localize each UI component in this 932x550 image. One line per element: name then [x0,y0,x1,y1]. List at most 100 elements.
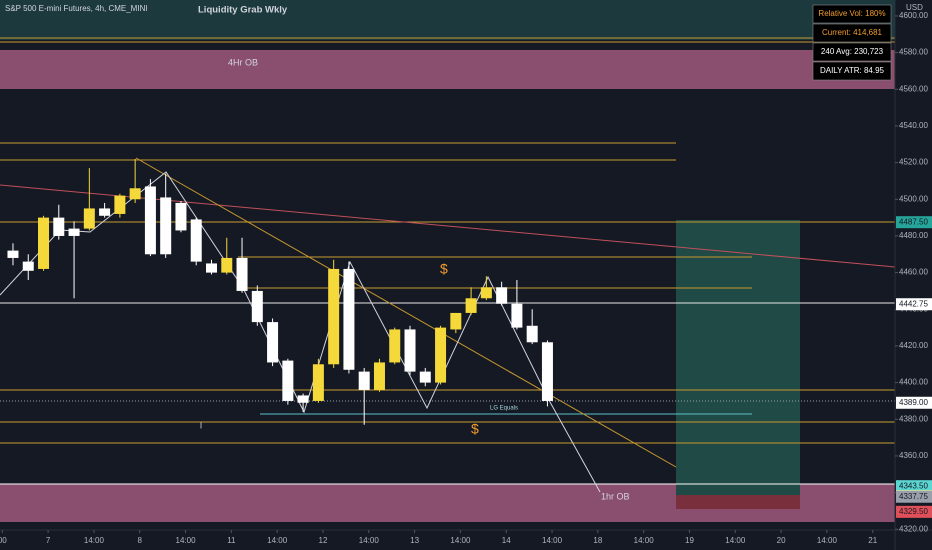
long-target-zone [676,220,800,495]
y-tick-label: 4420.00 [899,341,928,350]
candle-body [358,371,370,390]
candle-body [129,188,141,200]
info-cell [812,23,892,43]
info-cell [812,42,892,62]
top-zone [0,0,895,40]
info-text: 240 Avg: 230,723 [821,47,884,56]
candle-body [160,197,172,255]
candle-body [38,217,50,269]
candle-body [144,186,156,255]
candle-body [419,371,431,383]
price-tag [896,298,932,311]
y-tick-label: 4540.00 [899,121,928,130]
indicator-title: Liquidity Grab Wkly [198,5,288,16]
ob-zone [0,50,895,89]
x-tick-label: 14 [502,536,511,545]
chart-title: S&P 500 E-mini Futures, 4h, CME_MINI [5,4,148,13]
y-tick-label: 4500.00 [899,194,928,203]
candle-body [435,327,447,383]
candle-body [114,195,126,214]
info-text: Current: 414,681 [822,28,883,37]
price-tag-label: 4442.75 [899,299,928,308]
price-tag [896,490,932,503]
candle-body [83,208,95,229]
candle-body [343,268,355,370]
price-tag-label: 4343.50 [899,481,928,490]
annotation: $ [471,421,479,437]
candle-body [465,298,477,313]
candle-body [328,268,340,365]
candle-body [282,360,294,401]
candle-body [221,257,233,273]
candle-body [190,219,202,262]
candle-body [99,208,111,216]
candle-body [7,250,19,258]
price-tag-label: 4337.75 [899,492,928,501]
candle-body [22,261,34,271]
x-tick-label: 14:00 [725,536,746,545]
x-tick-label: 14:00 [176,536,197,545]
price-tag [896,480,932,493]
x-tick-label: 21 [868,536,877,545]
info-cell [812,4,892,24]
x-tick-label: 12 [319,536,328,545]
candle-body [68,228,80,236]
info-cell [812,61,892,81]
x-tick-label: 18 [593,536,602,545]
y-tick-label: 4580.00 [899,48,928,57]
x-tick-label: 14:00 [817,536,838,545]
annotation: 1hr OB [601,491,630,501]
price-tag-label: 4329.50 [899,507,928,516]
x-tick-label: 11 [227,536,236,545]
x-tick-label: 19 [685,536,694,545]
zigzag [0,171,601,493]
x-tick-label: 00 [0,536,7,545]
x-tick-label: 14:00 [359,536,380,545]
currency: USD [906,3,923,12]
candle-body [297,395,309,403]
annotation: l [200,420,202,430]
annotation: LG Equals [490,406,518,412]
x-tick-label: 14:00 [450,536,471,545]
x-tick-label: 14:00 [84,536,105,545]
candle-body [251,290,263,323]
y-tick-label: 4320.00 [899,524,928,533]
candle-body [205,263,217,273]
info-text: DAILY ATR: 84.95 [820,66,885,75]
candle-body [267,322,279,363]
price-tag-label: 4487.50 [899,217,928,226]
y-tick-label: 4520.00 [899,158,928,167]
y-tick-label: 4400.00 [899,378,928,387]
candle-body [53,217,65,236]
candle-body [526,325,538,343]
price-tag [896,396,932,409]
candle-body [312,364,324,401]
annotation: $ [440,261,448,277]
x-tick-label: 7 [46,536,51,545]
price-tag [896,216,932,229]
x-tick-label: 8 [137,536,142,545]
y-tick-label: 4480.00 [899,231,928,240]
candle-body [541,342,553,401]
x-tick-label: 14:00 [267,536,288,545]
price-tag [896,505,932,518]
candle-body [389,329,401,363]
y-tick-label: 4380.00 [899,414,928,423]
candle-body [496,287,508,304]
candle-body [373,362,385,390]
x-tick-label: 13 [410,536,419,545]
x-tick-label: 14:00 [542,536,563,545]
annotation: 4Hr OB [228,57,258,67]
candle-body [511,303,523,328]
y-tick-label: 4560.00 [899,84,928,93]
y-tick-label: 4460.00 [899,268,928,277]
candle-body [480,287,492,299]
candle-body [404,329,416,372]
info-text: Relative Vol: 180% [818,9,885,18]
long-stop-zone [676,495,800,509]
y-tick-label: 4600.00 [899,11,928,20]
price-tag-label: 4389.00 [899,398,928,407]
candle-body [236,257,248,291]
trend-line [135,157,677,468]
